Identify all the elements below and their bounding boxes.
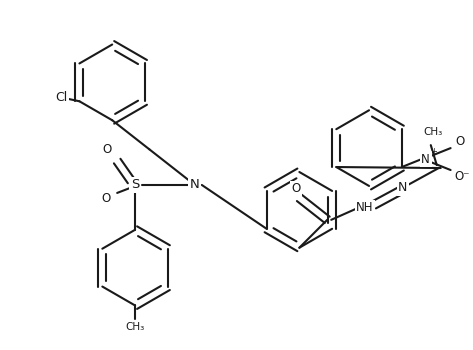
Text: N: N xyxy=(421,153,430,166)
Text: O⁻: O⁻ xyxy=(455,170,470,183)
Text: S: S xyxy=(131,178,139,191)
Text: NH: NH xyxy=(356,201,374,214)
Text: O: O xyxy=(103,142,112,156)
Text: N: N xyxy=(190,178,200,191)
Text: CH₃: CH₃ xyxy=(125,322,145,332)
Text: O: O xyxy=(292,182,301,195)
Text: O: O xyxy=(455,135,464,148)
Text: O: O xyxy=(102,193,111,205)
Text: +: + xyxy=(430,147,437,156)
Text: N: N xyxy=(398,181,408,195)
Text: CH₃: CH₃ xyxy=(423,127,442,137)
Text: Cl: Cl xyxy=(55,91,68,104)
